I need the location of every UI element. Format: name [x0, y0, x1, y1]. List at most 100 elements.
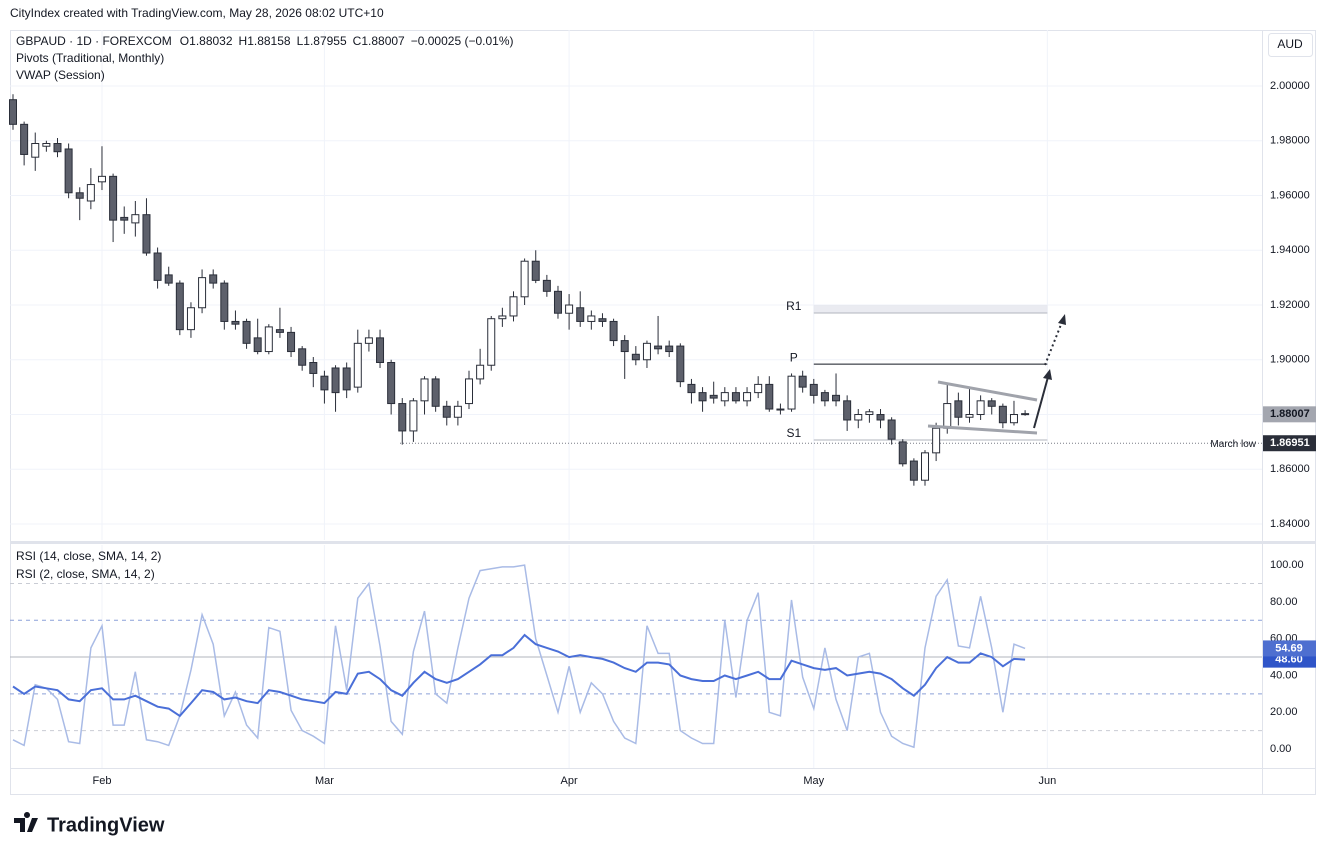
candle-body — [186, 307, 195, 331]
pivot-label: R1 — [786, 299, 802, 313]
candle-body — [131, 214, 140, 224]
logo: TradingView — [14, 812, 165, 836]
candle-body — [876, 414, 885, 421]
reference-label: March low — [1210, 439, 1256, 450]
price-badge-label: 1.86951 — [1270, 437, 1310, 449]
candle-body — [209, 274, 218, 284]
candle-body — [142, 214, 151, 254]
candle-body — [776, 408, 785, 411]
y-tick-label: 80.00 — [1270, 596, 1298, 608]
candle-body — [587, 315, 596, 322]
candle-body — [531, 260, 540, 281]
candle-body — [731, 392, 740, 402]
candle-body — [153, 252, 162, 281]
candle-body — [442, 405, 451, 418]
candle-body — [97, 175, 106, 183]
logo-icon — [14, 812, 38, 832]
candle-body — [609, 320, 618, 342]
y-tick-label: 2.00000 — [1270, 80, 1310, 92]
candle-body — [498, 315, 507, 320]
candle-body — [353, 342, 362, 388]
candle-body — [86, 184, 95, 202]
y-tick-label: 1.92000 — [1270, 299, 1310, 311]
candle-body — [64, 148, 73, 194]
candle-body — [398, 403, 407, 432]
candle-body — [42, 142, 51, 147]
price-badge — [1263, 406, 1316, 423]
value-badge-label: 48.60 — [1275, 654, 1303, 666]
y-tick-label: 1.86000 — [1270, 463, 1310, 475]
candle-body — [1009, 414, 1018, 424]
candle-body — [598, 318, 607, 322]
candle-body — [342, 367, 351, 391]
x-tick-label: Jun — [1038, 775, 1056, 787]
value-badge — [1263, 640, 1316, 657]
trendline-lower — [927, 424, 1038, 435]
candle-body — [843, 400, 852, 421]
indicator-label: Pivots (Traditional, Monthly) — [16, 51, 164, 65]
arrow-line — [1033, 376, 1049, 429]
candle-body — [509, 296, 518, 317]
candle-body — [743, 392, 752, 402]
candle-body — [898, 441, 907, 465]
currency-box[interactable] — [1268, 33, 1313, 57]
watermark: CityIndex created with TradingView.com, … — [10, 6, 384, 20]
legend-entry: RSI (2, close, SMA, 14, 2) — [16, 567, 155, 581]
ohlc-label: L — [297, 34, 304, 48]
candle-body — [387, 361, 396, 405]
candle-body — [331, 367, 340, 394]
legend-entry: RSI (14, close, SMA, 14, 2) — [16, 549, 161, 563]
pivot-band — [813, 304, 1048, 313]
candle-body — [275, 329, 284, 333]
candle-body — [487, 318, 496, 366]
candle-body — [809, 383, 818, 396]
candle-body — [20, 123, 29, 155]
x-tick-label: May — [803, 775, 824, 787]
candle-body — [198, 277, 207, 309]
pivot-label: P — [790, 350, 798, 364]
candle-body — [631, 353, 640, 361]
ohlc-label: C — [353, 34, 362, 48]
currency[interactable]: AUD — [1277, 37, 1303, 51]
ohlc-label: H — [239, 34, 248, 48]
candle-body — [932, 427, 941, 454]
arrow-head — [1043, 369, 1052, 380]
candle-body — [431, 378, 440, 407]
candle-body — [1021, 413, 1030, 416]
candle-body — [453, 405, 462, 418]
change: −0.00025 (−0.01%) — [411, 34, 514, 48]
candle-body — [676, 345, 685, 383]
indicator-label: VWAP (Session) — [16, 68, 105, 82]
y-tick-label: 20.00 — [1270, 706, 1298, 718]
candle-body — [965, 414, 974, 418]
candle-body — [409, 400, 418, 432]
candle-body — [921, 452, 930, 481]
candle-body — [709, 394, 718, 399]
y-tick-label: 1.98000 — [1270, 135, 1310, 147]
candle-body — [620, 340, 629, 353]
pivot-label: S1 — [786, 426, 801, 440]
candle-body — [820, 392, 829, 402]
candle-body — [654, 345, 663, 350]
y-tick-label: 1.96000 — [1270, 189, 1310, 201]
candle-body — [465, 378, 474, 405]
candle-body — [787, 375, 796, 410]
trendline-upper — [937, 380, 1038, 402]
rsi-line — [12, 633, 1026, 718]
candle-body — [909, 460, 918, 481]
candle-body — [320, 375, 329, 391]
candle-body — [231, 320, 240, 325]
drawings — [927, 314, 1066, 435]
candle-body — [665, 345, 674, 353]
y-tick-label: 1.90000 — [1270, 354, 1310, 366]
x-tick-label: Feb — [92, 775, 111, 787]
candle-body — [887, 419, 896, 440]
candle-body — [976, 400, 985, 416]
candle-body — [698, 392, 707, 402]
candle-body — [53, 142, 62, 153]
x-tick-label: Apr — [561, 775, 578, 787]
marks: R1 P S1 — [9, 94, 1262, 749]
price-badge — [1263, 435, 1316, 452]
